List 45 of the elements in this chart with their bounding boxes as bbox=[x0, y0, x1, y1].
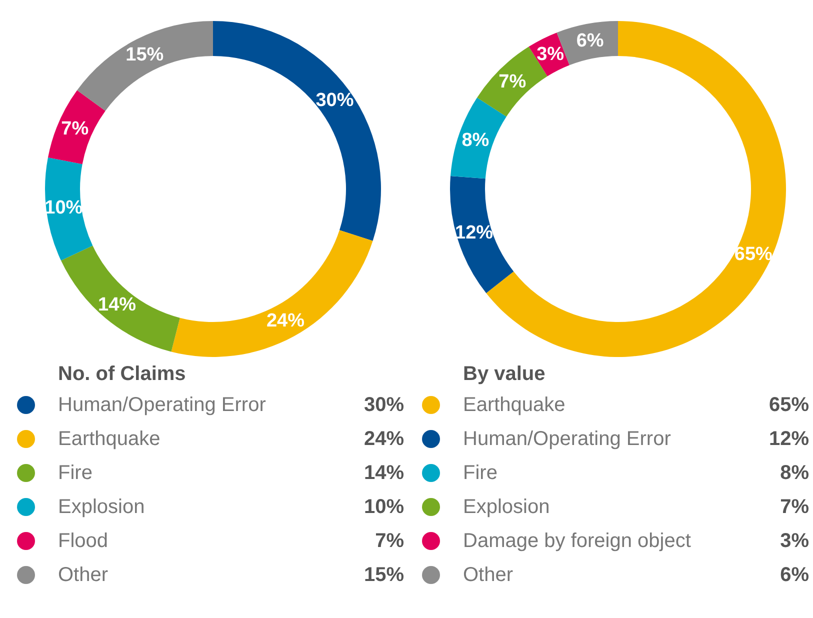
legend-label: Human/Operating Error bbox=[463, 428, 672, 450]
donut-slice bbox=[450, 98, 506, 179]
data-label: 7% bbox=[498, 71, 526, 92]
data-label: 8% bbox=[462, 130, 490, 152]
text: By value bbox=[462, 363, 546, 386]
text: 6% bbox=[780, 564, 809, 586]
donut-slice bbox=[171, 230, 373, 357]
donut-slice bbox=[45, 158, 93, 261]
text: 15% bbox=[364, 564, 404, 586]
legend-label: Fire bbox=[463, 462, 498, 484]
legend-label: Damage by foreign object bbox=[463, 530, 692, 552]
data-label: 65% bbox=[734, 244, 773, 266]
legend-label: Fire bbox=[58, 462, 94, 484]
legend-label: Other bbox=[58, 564, 110, 586]
donut-slice bbox=[60, 246, 180, 352]
text: 65% bbox=[768, 394, 809, 416]
data-label: 14% bbox=[98, 294, 136, 316]
data-label: 7% bbox=[61, 118, 89, 140]
donut-slice bbox=[77, 21, 213, 111]
text: 12% bbox=[768, 428, 809, 450]
text: 30% bbox=[364, 394, 404, 416]
legend-label: Human/Operating Error bbox=[58, 394, 267, 416]
data-label: 24% bbox=[266, 310, 305, 332]
data-label: 15% bbox=[126, 44, 164, 66]
legend-label: Earthquake bbox=[58, 428, 162, 450]
donut-slice bbox=[48, 90, 106, 164]
donut-slice bbox=[450, 176, 514, 294]
data-label: 3% bbox=[536, 44, 564, 66]
text: 7% bbox=[375, 530, 404, 552]
legend-label: Other bbox=[463, 564, 514, 586]
donut-slice bbox=[213, 21, 381, 241]
legend-label: Explosion bbox=[463, 496, 551, 518]
text: 3% bbox=[780, 530, 809, 552]
text: 14% bbox=[364, 462, 404, 484]
data-label: 30% bbox=[316, 90, 354, 112]
legend-label: Flood bbox=[58, 530, 110, 552]
text: 10% bbox=[364, 496, 404, 518]
data-label: 12% bbox=[455, 222, 494, 244]
legend-label: Earthquake bbox=[463, 394, 566, 416]
text: 7% bbox=[780, 496, 809, 518]
legend-label: Explosion bbox=[58, 496, 146, 518]
text: 24% bbox=[364, 428, 404, 450]
data-label: 6% bbox=[576, 30, 604, 52]
text: No. of Claims bbox=[57, 363, 187, 386]
text: 8% bbox=[780, 462, 809, 484]
